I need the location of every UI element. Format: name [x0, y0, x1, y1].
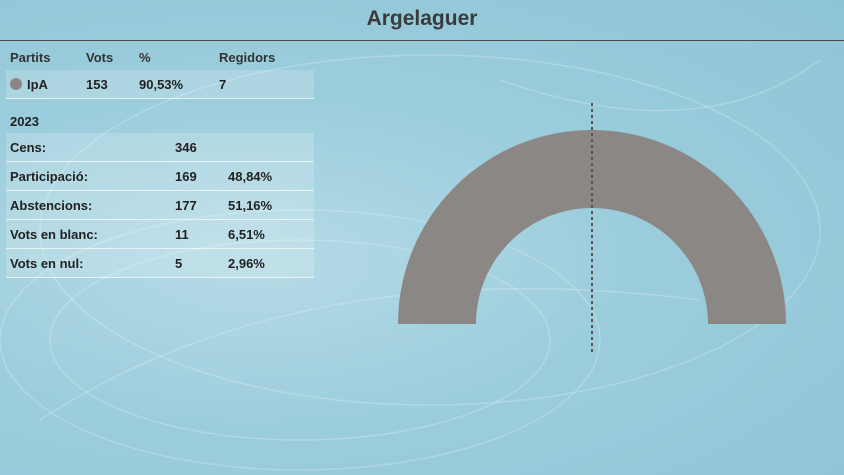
party-name-cell: IpA [10, 70, 48, 98]
stat-percent: 2,96% [228, 255, 265, 271]
stat-value: 346 [175, 139, 197, 155]
stat-label: Cens: [10, 139, 47, 155]
party-votes: 153 [86, 76, 108, 92]
stat-percent: 48,84% [228, 168, 273, 184]
seat-chart [398, 103, 786, 353]
stat-row-participation: Participació: 169 48,84% [6, 162, 314, 191]
seat-segment-ipa [398, 130, 786, 324]
table-header: Partits Vots % Regidors [6, 44, 314, 70]
stat-label: Vots en blanc: [10, 226, 98, 242]
header-parties: Partits [10, 49, 51, 65]
stat-value: 5 [175, 255, 183, 271]
stat-value: 177 [175, 197, 197, 213]
party-color-dot [10, 78, 22, 90]
results-panel: Partits Vots % Regidors IpA 153 90,53% 7… [6, 44, 314, 278]
stat-label: Vots en nul: [10, 255, 84, 271]
stat-label: Abstencions: [10, 197, 93, 213]
stat-row-abstention: Abstencions: 177 51,16% [6, 191, 314, 220]
header-votes: Vots [86, 49, 114, 65]
stat-row-blank-votes: Vots en blanc: 11 6,51% [6, 220, 314, 249]
stat-row-census: Cens: 346 [6, 133, 314, 162]
stat-row-null-votes: Vots en nul: 5 2,96% [6, 249, 314, 278]
header-percent: % [139, 49, 151, 65]
page-title: Argelaguer [366, 7, 478, 30]
header-seats: Regidors [219, 49, 276, 65]
party-row: IpA 153 90,53% 7 [6, 70, 314, 99]
header-bar: Argelaguer [0, 0, 844, 41]
party-percent: 90,53% [139, 76, 184, 92]
stat-label: Participació: [10, 168, 89, 184]
stat-percent: 6,51% [228, 226, 265, 242]
party-name: IpA [27, 76, 48, 92]
stat-percent: 51,16% [228, 197, 273, 213]
stat-value: 169 [175, 168, 197, 184]
election-year: 2023 [10, 114, 39, 129]
party-seats: 7 [219, 76, 227, 92]
stat-value: 11 [175, 226, 189, 242]
